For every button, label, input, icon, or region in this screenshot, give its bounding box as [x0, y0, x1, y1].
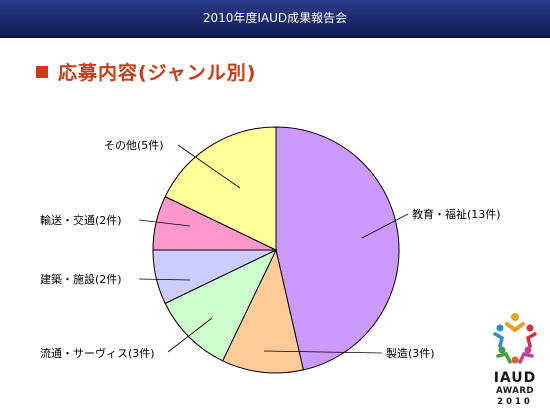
pie-slice — [164, 126, 277, 251]
slice-label: 建築・施設(2件) — [40, 272, 122, 286]
logo-iaud-text: IAUD — [493, 370, 537, 386]
leader-line — [263, 350, 383, 354]
slice-label: 製造(3件) — [386, 346, 435, 360]
slice-label: 輸送・交通(2件) — [40, 213, 122, 227]
section-title: 応募内容(ジャンル別) — [58, 62, 257, 84]
leader-line — [138, 278, 191, 281]
slice-label: その他(5件) — [104, 139, 164, 152]
square-bullet-icon — [36, 65, 48, 78]
logo-year-text: 2010 — [497, 397, 533, 407]
leader-line — [138, 219, 191, 227]
pie-slice — [275, 126, 400, 371]
pie-slice — [221, 248, 304, 374]
section-heading: 応募内容(ジャンル別) — [36, 58, 256, 85]
people-logo-icon — [493, 313, 537, 364]
slice-label: 教育・福祉(13件) — [412, 207, 501, 221]
leader-line — [177, 144, 241, 189]
presentation-title: 2010年度IAUD成果報告会 — [202, 11, 348, 25]
iaud-award-logo: IAUD AWARD 2010 — [490, 310, 540, 407]
logo-award-text: AWARD — [496, 386, 534, 396]
slice-label: 流通・サーヴィス(3件) — [40, 346, 155, 360]
leader-line — [361, 213, 409, 239]
leader-line — [167, 317, 213, 353]
title-bar: 2010年度IAUD成果報告会 — [0, 0, 550, 38]
